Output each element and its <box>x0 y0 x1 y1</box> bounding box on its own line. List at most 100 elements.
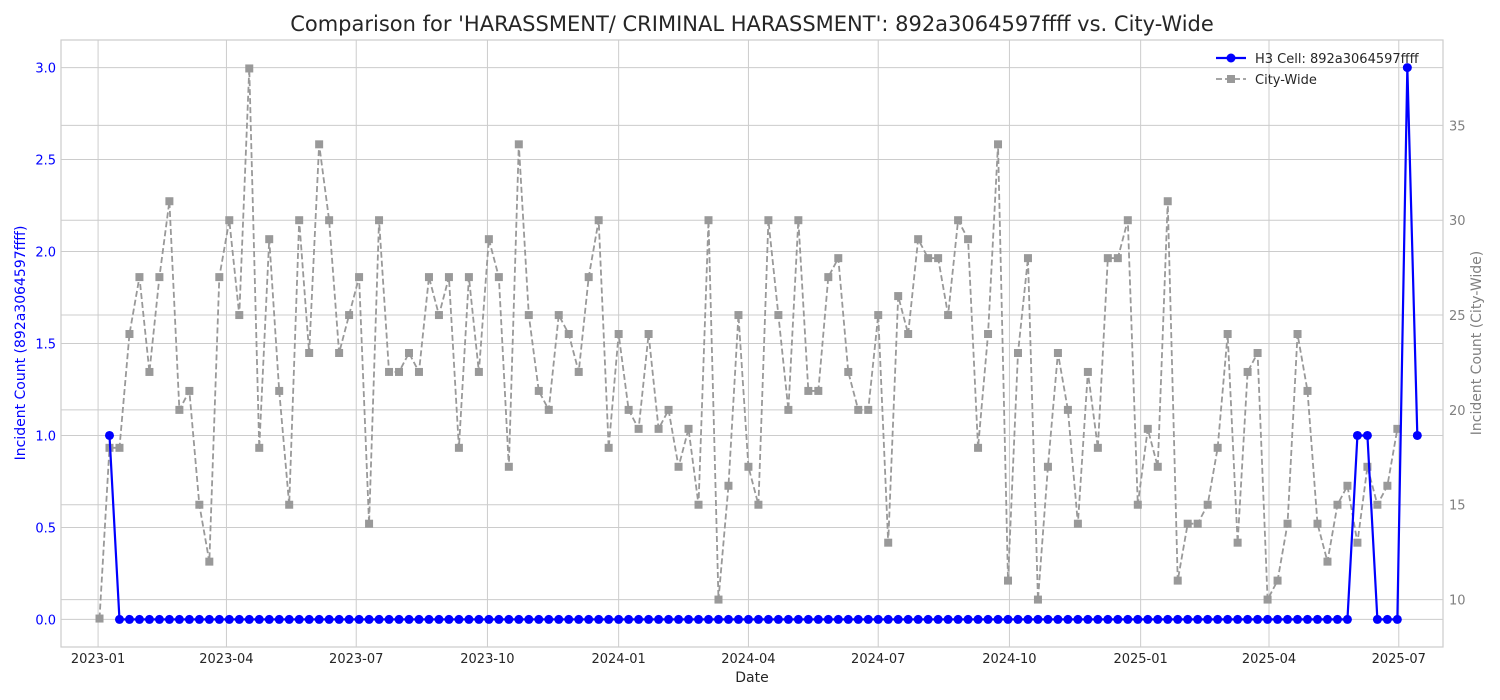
h3-cell-point <box>1163 614 1173 624</box>
h3-cell-point <box>324 614 334 624</box>
city-wide-point <box>974 443 983 452</box>
h3-cell-point <box>893 614 903 624</box>
h3-cell-point <box>1372 614 1382 624</box>
city-wide-point <box>674 462 683 471</box>
h3-cell-point <box>444 614 454 624</box>
h3-cell-point <box>973 614 983 624</box>
city-wide-point <box>1263 595 1272 604</box>
h3-cell-point <box>1173 614 1183 624</box>
city-wide-point <box>624 405 633 414</box>
h3-cell-point <box>504 614 514 624</box>
city-wide-point <box>614 330 623 339</box>
h3-cell-point <box>354 614 364 624</box>
y-left-tick-label: 1.5 <box>35 338 56 353</box>
h3-cell-point <box>394 614 404 624</box>
city-wide-point <box>694 500 703 509</box>
h3-cell-point <box>883 614 893 624</box>
h3-cell-point <box>224 614 234 624</box>
h3-cell-point <box>1143 614 1153 624</box>
h3-cell-point <box>204 614 214 624</box>
city-wide-point <box>814 386 823 395</box>
h3-cell-point <box>753 614 763 624</box>
h3-cell-point <box>404 614 414 624</box>
y-right-tick-label: 35 <box>1449 119 1466 134</box>
h3-cell-point <box>1253 614 1263 624</box>
h3-cell-point <box>234 614 244 624</box>
h3-cell-point <box>1293 614 1303 624</box>
city-wide-point <box>824 273 833 282</box>
h3-cell-point <box>344 614 354 624</box>
h3-cell-point <box>1332 614 1342 624</box>
h3-cell-point <box>374 614 384 624</box>
city-wide-point <box>235 311 244 320</box>
h3-cell-point <box>813 614 823 624</box>
city-wide-point <box>1073 519 1082 528</box>
h3-cell-point <box>1023 614 1033 624</box>
y-axis-left-title: Incident Count (892a3064597ffff) <box>13 226 29 461</box>
h3-cell-point <box>114 614 124 624</box>
city-wide-point <box>365 519 374 528</box>
city-wide-point <box>285 500 294 509</box>
h3-cell-point <box>134 614 144 624</box>
h3-cell-point <box>314 614 324 624</box>
x-tick-label: 2023-10 <box>460 652 514 667</box>
city-wide-point <box>1093 443 1102 452</box>
h3-cell-point <box>1412 430 1422 440</box>
h3-cell-point <box>1322 614 1332 624</box>
h3-cell-point <box>584 614 594 624</box>
city-wide-point <box>1213 443 1222 452</box>
city-wide-point <box>195 500 204 509</box>
h3-cell-point <box>963 614 973 624</box>
h3-cell-point <box>1133 614 1143 624</box>
city-wide-point <box>934 254 943 263</box>
h3-cell-point <box>474 614 484 624</box>
h3-cell-point <box>763 614 773 624</box>
h3-cell-point <box>1003 614 1013 624</box>
city-wide-point <box>175 405 184 414</box>
city-wide-point <box>1163 197 1172 206</box>
y-left-tick-label: 0.5 <box>35 521 56 536</box>
h3-cell-point <box>1362 430 1372 440</box>
city-wide-point <box>954 216 963 225</box>
x-tick-label: 2023-04 <box>199 652 253 667</box>
h3-cell-point <box>454 614 464 624</box>
city-wide-point <box>1103 254 1112 263</box>
y-right-tick-label: 25 <box>1449 309 1466 324</box>
city-wide-point <box>395 367 404 376</box>
h3-cell-point <box>494 614 504 624</box>
h3-cell-point <box>574 614 584 624</box>
h3-cell-point <box>1402 63 1412 73</box>
h3-cell-point <box>484 614 494 624</box>
h3-cell-point <box>793 614 803 624</box>
city-wide-point <box>764 216 773 225</box>
city-wide-point <box>125 330 134 339</box>
city-wide-point <box>804 386 813 395</box>
h3-cell-point <box>733 614 743 624</box>
city-wide-point <box>904 330 913 339</box>
city-wide-point <box>524 311 533 320</box>
city-wide-point <box>494 273 503 282</box>
h3-cell-point <box>723 614 733 624</box>
city-wide-point <box>1393 424 1402 433</box>
city-wide-point <box>1333 500 1342 509</box>
y-right-tick-label: 15 <box>1449 499 1466 514</box>
city-wide-point <box>744 462 753 471</box>
h3-cell-point <box>1103 614 1113 624</box>
h3-cell-point <box>594 614 604 624</box>
h3-cell-point <box>1153 614 1163 624</box>
city-wide-point <box>115 443 124 452</box>
y-left-tick-label: 1.0 <box>35 429 56 444</box>
city-wide-point <box>1233 538 1242 547</box>
x-tick-label: 2024-10 <box>982 652 1036 667</box>
city-wide-point <box>155 273 164 282</box>
city-wide-point <box>474 367 483 376</box>
h3-cell-point <box>1342 614 1352 624</box>
city-wide-point <box>1373 500 1382 509</box>
city-wide-point <box>964 235 973 244</box>
h3-cell-point <box>294 614 304 624</box>
city-wide-point <box>864 405 873 414</box>
city-wide-point <box>1083 367 1092 376</box>
city-wide-point <box>684 424 693 433</box>
city-wide-point <box>1183 519 1192 528</box>
h3-cell-point <box>174 614 184 624</box>
